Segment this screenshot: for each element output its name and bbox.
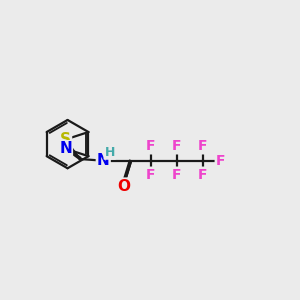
Text: N: N bbox=[59, 141, 72, 156]
Text: N: N bbox=[97, 153, 110, 168]
Text: F: F bbox=[198, 140, 208, 153]
Text: F: F bbox=[146, 140, 156, 153]
Text: F: F bbox=[198, 168, 208, 182]
Text: H: H bbox=[104, 146, 115, 159]
Text: S: S bbox=[60, 132, 71, 147]
Text: F: F bbox=[172, 140, 182, 153]
Text: O: O bbox=[117, 178, 130, 194]
Text: F: F bbox=[146, 168, 156, 182]
Text: F: F bbox=[216, 154, 225, 167]
Text: F: F bbox=[172, 168, 182, 182]
